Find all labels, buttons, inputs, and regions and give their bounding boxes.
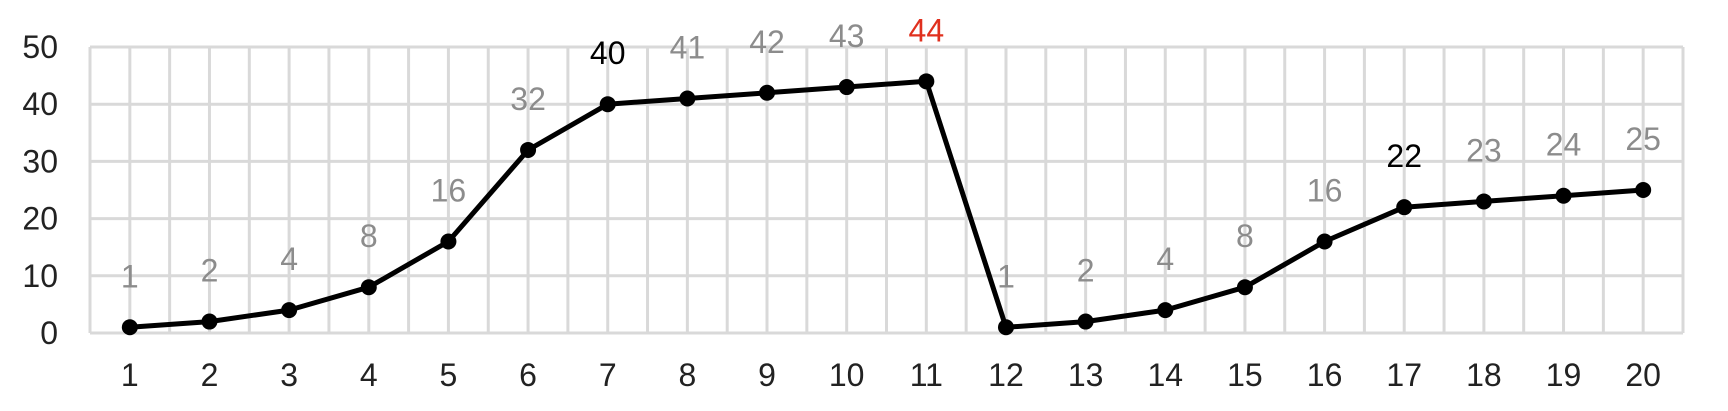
- x-tick-label: 12: [988, 357, 1024, 393]
- data-point: [1396, 199, 1413, 216]
- data-label: 16: [431, 172, 467, 208]
- data-point: [1157, 302, 1174, 319]
- y-tick-label: 10: [22, 258, 58, 294]
- grid: [88, 45, 1685, 335]
- data-label: 2: [1077, 253, 1095, 289]
- data-label: 24: [1546, 127, 1582, 163]
- x-tick-label: 14: [1147, 357, 1183, 393]
- data-label: 32: [510, 81, 546, 117]
- x-tick-label: 9: [758, 357, 776, 393]
- data-point: [440, 233, 457, 250]
- data-point: [121, 319, 138, 336]
- data-label: 22: [1386, 138, 1422, 174]
- data-point: [1555, 187, 1572, 204]
- y-tick-label: 20: [22, 201, 58, 237]
- y-tick-label: 30: [22, 143, 58, 179]
- data-label: 4: [280, 241, 298, 277]
- data-label: 44: [909, 12, 945, 48]
- x-tick-label: 13: [1068, 357, 1104, 393]
- data-point: [1236, 279, 1253, 296]
- data-point: [201, 313, 218, 330]
- data-point: [520, 141, 537, 158]
- data-label: 43: [829, 18, 865, 54]
- y-tick-label: 0: [40, 315, 58, 351]
- x-tick-label: 5: [440, 357, 458, 393]
- data-label: 42: [749, 24, 785, 60]
- x-tick-label: 10: [829, 357, 865, 393]
- data-point: [281, 302, 298, 319]
- x-tick-label: 8: [678, 357, 696, 393]
- series-line: [129, 78, 1644, 330]
- data-label: 1: [997, 258, 1015, 294]
- data-point: [997, 319, 1014, 336]
- x-tick-label: 17: [1386, 357, 1422, 393]
- y-tick-label: 40: [22, 86, 58, 122]
- series: [121, 73, 1652, 336]
- x-tick-label: 16: [1307, 357, 1343, 393]
- data-point: [599, 96, 616, 113]
- data-point: [1077, 313, 1094, 330]
- x-tick-label: 3: [280, 357, 298, 393]
- data-label: 4: [1156, 241, 1174, 277]
- data-point: [360, 279, 377, 296]
- x-tick-label: 20: [1625, 357, 1661, 393]
- x-tick-label: 18: [1466, 357, 1502, 393]
- data-point: [918, 73, 935, 90]
- x-tick-label: 15: [1227, 357, 1263, 393]
- data-point: [1316, 233, 1333, 250]
- data-label: 1: [121, 258, 139, 294]
- data-label: 25: [1625, 121, 1661, 157]
- data-label: 2: [201, 253, 219, 289]
- data-point: [759, 84, 776, 101]
- data-label: 40: [590, 35, 626, 71]
- data-point: [1635, 182, 1652, 198]
- x-tick-label: 6: [519, 357, 537, 393]
- x-tick-label: 19: [1546, 357, 1582, 393]
- y-tick-label: 50: [22, 29, 58, 65]
- data-point: [1475, 193, 1492, 210]
- x-tick-label: 7: [599, 357, 617, 393]
- y-axis-ticks: 0 10 20 30 40 50: [22, 29, 58, 351]
- data-point: [838, 79, 855, 96]
- data-label: 41: [670, 29, 706, 65]
- x-tick-label: 4: [360, 357, 378, 393]
- x-tick-label: 11: [910, 357, 943, 393]
- data-label: 23: [1466, 132, 1502, 168]
- data-label: 8: [1236, 218, 1254, 254]
- x-tick-label: 1: [121, 357, 139, 393]
- data-point: [679, 90, 696, 107]
- x-axis-ticks: 1 2 3 4 5 6 7 8 9 10 11 12 13 14 15 16 17 18 19 20: [121, 357, 1661, 393]
- data-label: 8: [360, 218, 378, 254]
- x-tick-label: 2: [201, 357, 219, 393]
- data-label: 16: [1307, 172, 1343, 208]
